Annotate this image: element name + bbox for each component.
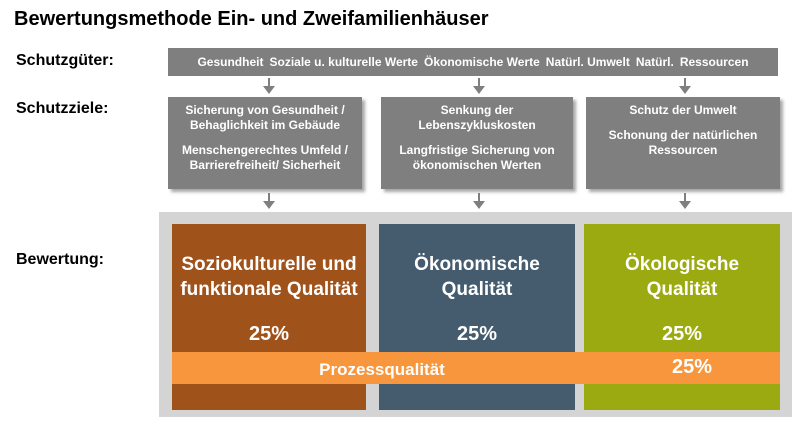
arrow-down-icon <box>473 193 485 209</box>
label-schutzgueter: Schutzgüter: <box>16 52 114 69</box>
schutzziel-box-soziokulturell: Sicherung von Gesundheit / Behaglichkeit… <box>168 97 362 189</box>
quality-title: Qualität <box>646 279 718 300</box>
schutzziel-line: Menschengerechtes Umfeld / <box>181 143 349 157</box>
quality-percent: 25% <box>661 323 703 345</box>
quality-percent: 25% <box>456 323 498 345</box>
schutzziel-line: Behaglichkeit im Gebäude <box>189 118 341 132</box>
arrow-down-icon <box>473 78 485 94</box>
prozessqualitaet-bar: Prozessqualität 25% <box>172 352 780 384</box>
prozess-percent: 25% <box>671 356 713 378</box>
arrow-down-icon <box>263 78 275 94</box>
schutzziel-line: Lebenszykluskosten <box>418 118 536 132</box>
schutzziel-line: ökonomischen Werten <box>412 158 542 172</box>
schutzziel-line: Barrierefreiheit/ Sicherheit <box>189 158 341 172</box>
schutzziel-line: Sicherung von Gesundheit / <box>185 103 345 117</box>
prozess-label: Prozessqualität <box>319 360 445 379</box>
arrow-down-icon <box>679 78 691 94</box>
schutzgut-item: Gesundheit <box>197 55 264 69</box>
schutzziel-line: Schonung der natürlichen <box>608 128 758 142</box>
schutzziel-line: Schutz der Umwelt <box>629 103 737 117</box>
arrow-down-icon <box>679 193 691 209</box>
schutzgut-item: Natürl. <box>635 55 674 69</box>
schutzziel-box-oekologisch: Schutz der Umwelt Schonung der natürlich… <box>586 97 780 189</box>
label-schutzziele: Schutzziele: <box>16 100 109 117</box>
quality-title: funktionale Qualität <box>180 279 358 300</box>
schutzgut-item: Natürl. Umwelt <box>545 55 630 69</box>
schutzziel-line: Ressourcen <box>648 143 718 157</box>
quality-percent: 25% <box>248 323 290 345</box>
schutzgut-item: Ökonomische Werte <box>423 55 540 69</box>
page-title: Bewertungsmethode Ein- und Zweifamilienh… <box>14 8 489 30</box>
quality-title: Ökonomische <box>414 254 540 275</box>
schutzziel-box-oekonomisch: Senkung der Lebenszykluskosten Langfrist… <box>381 97 573 189</box>
schutzgut-item: Soziale u. kulturelle Werte <box>269 55 418 69</box>
quality-title: Qualität <box>441 279 513 300</box>
quality-title: Soziokulturelle und <box>181 254 357 275</box>
schutzziel-line: Langfristige Sicherung von <box>399 143 555 157</box>
schutzgut-item: Ressourcen <box>679 55 749 69</box>
schutzgueter-bar: Gesundheit Soziale u. kulturelle Werte Ö… <box>168 48 778 76</box>
quality-title: Ökologische <box>624 254 740 275</box>
arrow-down-icon <box>263 193 275 209</box>
schutzziel-line: Senkung der <box>440 103 514 117</box>
label-bewertung: Bewertung: <box>16 251 104 268</box>
